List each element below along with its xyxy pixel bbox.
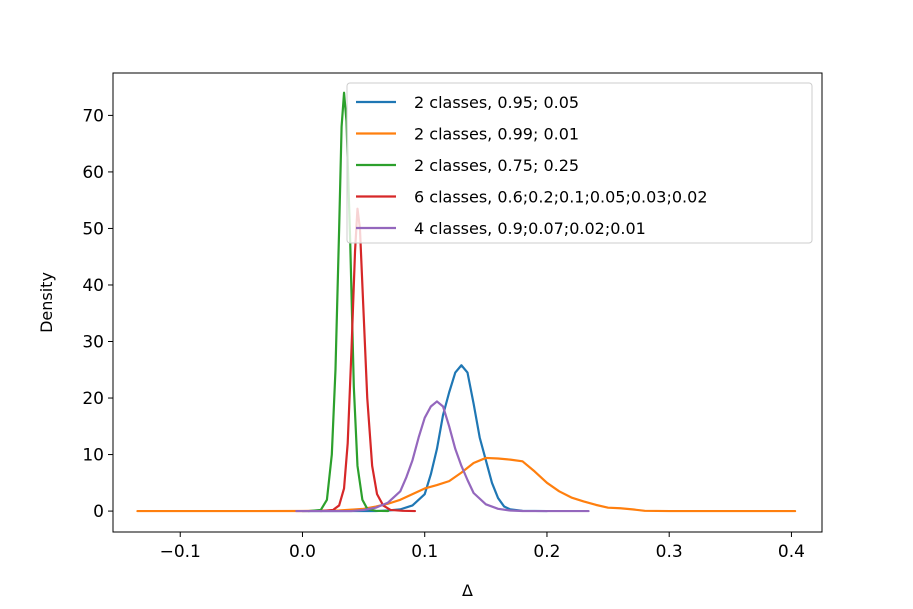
plot-frame <box>112 72 823 533</box>
y-axis: 0 10 20 30 40 50 60 70 <box>82 106 113 522</box>
y-tick-label: 20 <box>82 389 104 409</box>
series-line-3 <box>307 91 390 513</box>
y-tick-label: 70 <box>82 106 104 126</box>
legend-entry-label: 2 classes, 0.75; 0.25 <box>414 156 579 175</box>
legend-entry-label: 4 classes, 0.9;0.07;0.02;0.01 <box>414 219 646 238</box>
legend-entry-label: 2 classes, 0.99; 0.01 <box>414 125 579 144</box>
x-axis: −0.1 0.0 0.1 0.2 0.3 0.4 <box>160 532 805 562</box>
y-tick-label: 50 <box>82 219 104 239</box>
legend-box <box>346 82 813 244</box>
y-tick-label: 30 <box>82 333 104 353</box>
series-line-5 <box>295 400 590 513</box>
legend-entry-label: 2 classes, 0.95; 0.05 <box>414 93 579 112</box>
y-tick-label: 60 <box>82 163 104 183</box>
x-axis-label: Δ <box>462 581 473 600</box>
series-line-1 <box>301 364 549 513</box>
legend: 2 classes, 0.95; 0.05 2 classes, 0.99; 0.… <box>346 82 813 244</box>
x-tick-label: −0.1 <box>160 542 201 562</box>
legend-entry-label: 6 classes, 0.6;0.2;0.1;0.05;0.03;0.02 <box>414 188 708 207</box>
y-tick-label: 0 <box>93 502 104 522</box>
y-tick-label: 10 <box>82 446 104 466</box>
y-tick-label: 40 <box>82 276 104 296</box>
x-tick-label: 0.4 <box>778 542 805 562</box>
x-tick-label: 0.3 <box>656 542 683 562</box>
y-axis-label: Density <box>37 272 56 333</box>
x-tick-label: 0.1 <box>411 542 438 562</box>
x-tick-label: 0.0 <box>289 542 316 562</box>
x-tick-label: 0.2 <box>533 542 560 562</box>
